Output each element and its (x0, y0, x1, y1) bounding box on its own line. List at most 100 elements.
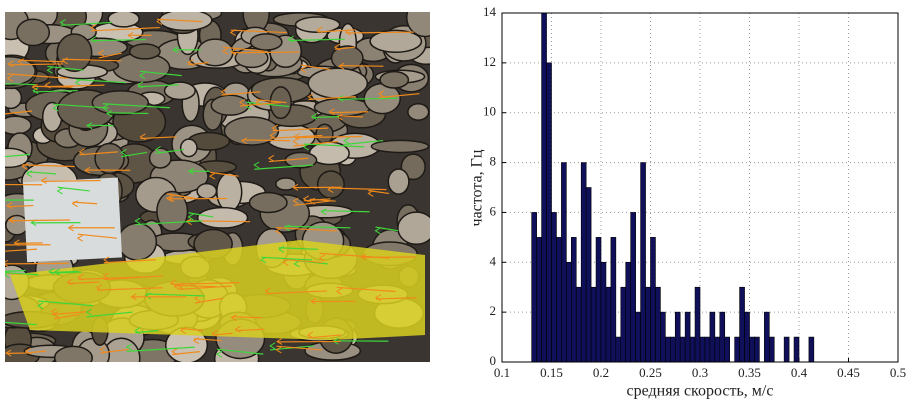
flow-arrow-head (344, 28, 352, 36)
flow-arrow-head (309, 297, 317, 305)
flow-arrow (294, 135, 363, 139)
pebble (315, 123, 334, 145)
flow-arrow-head (302, 195, 310, 203)
flow-arrow-head (156, 18, 163, 26)
x-tick-label: 0.5 (890, 365, 906, 380)
bar (610, 237, 617, 363)
flow-arrow-head (24, 347, 32, 355)
flow-arrow-head (306, 331, 314, 339)
flow-arrow-head (260, 256, 267, 264)
bar (754, 336, 760, 363)
bar (566, 261, 572, 363)
flow-arrow (7, 204, 34, 208)
flow-arrow (121, 151, 147, 158)
flow-arrow-head (5, 349, 12, 357)
flow-arrow (5, 248, 38, 252)
flow-arrow (230, 29, 287, 34)
flow-arrow (166, 193, 196, 199)
measuring-tape (10, 240, 425, 340)
flow-arrow (67, 281, 100, 285)
flow-arrow (53, 103, 109, 109)
flow-arrow (140, 136, 177, 140)
flow-arrow (137, 84, 179, 88)
bar (570, 237, 577, 363)
flow-arrow (57, 186, 90, 192)
flow-arrow (47, 65, 84, 71)
bar (546, 62, 552, 363)
flow-arrow-head (71, 200, 78, 208)
flow-arrow (41, 179, 101, 183)
flow-arrow-head (292, 138, 299, 145)
pebble (128, 43, 161, 60)
flow-arrow-head (6, 74, 13, 82)
flow-arrow (246, 101, 290, 108)
flow-arrow (54, 271, 82, 274)
flow-arrow-head (277, 245, 285, 253)
flow-arrow-head (90, 24, 97, 31)
flow-arrow (104, 259, 156, 264)
flow-arrow-head (13, 239, 20, 247)
flow-arrow-head (211, 329, 218, 337)
bar (561, 162, 567, 363)
flow-arrow (5, 269, 26, 273)
flow-arrow-head (86, 122, 93, 130)
bar (590, 286, 597, 363)
flow-arrow (378, 93, 420, 99)
pebble (275, 177, 297, 191)
flow-arrow-head (76, 234, 84, 242)
flow-arrow-head (59, 18, 66, 26)
flow-arrow-head (25, 170, 33, 178)
bar (595, 237, 602, 363)
flow-arrow (329, 111, 369, 114)
pebble (407, 102, 430, 121)
flow-arrow (193, 338, 222, 342)
flow-arrow (174, 284, 216, 288)
flow-arrow-head (287, 35, 294, 43)
flow-arrow-head (85, 308, 92, 316)
flow-arrow-head (360, 253, 367, 261)
flow-arrow-head (134, 327, 141, 334)
flow-arrow (33, 89, 78, 93)
bar (699, 336, 706, 363)
flow-arrow (256, 99, 287, 104)
bar (719, 311, 726, 363)
flow-arrow-head (293, 260, 300, 268)
flow-arrow-head (215, 350, 223, 358)
bar (660, 311, 666, 363)
bar (724, 336, 730, 363)
flow-arrow (311, 115, 340, 119)
bar (625, 261, 631, 363)
bar (536, 237, 542, 363)
flow-arrow-head (67, 224, 74, 232)
flow-arrow (139, 70, 182, 77)
flow-arrow-head (169, 279, 177, 287)
flow-arrow-head (264, 287, 271, 295)
x-tick-label: 0.3 (692, 365, 708, 380)
bar (768, 336, 775, 363)
flow-arrow-head (6, 202, 13, 209)
pebble (316, 170, 345, 199)
bar (531, 212, 537, 363)
flow-arrow-head (99, 345, 106, 353)
flow-arrow-head (165, 194, 172, 202)
flow-arrow-head (137, 81, 144, 89)
flow-arrow-head (291, 183, 299, 191)
flow-arrow (339, 65, 384, 67)
flow-arrow (49, 270, 79, 274)
x-tick-label: 0.2 (593, 365, 609, 380)
bar (764, 311, 770, 363)
pebble (248, 191, 288, 214)
pebble (196, 38, 234, 67)
flow-arrow-head (338, 62, 345, 70)
flow-arrow-head (255, 99, 262, 107)
y-tick-label: 14 (483, 4, 497, 19)
x-tick-label: 0.45 (837, 365, 860, 380)
bar (679, 336, 686, 363)
flow-arrow (106, 112, 149, 115)
pebble (107, 12, 140, 28)
flow-arrow (288, 38, 345, 42)
flow-arrow-head (125, 343, 132, 351)
bar (575, 286, 582, 363)
flow-arrow (7, 73, 68, 79)
